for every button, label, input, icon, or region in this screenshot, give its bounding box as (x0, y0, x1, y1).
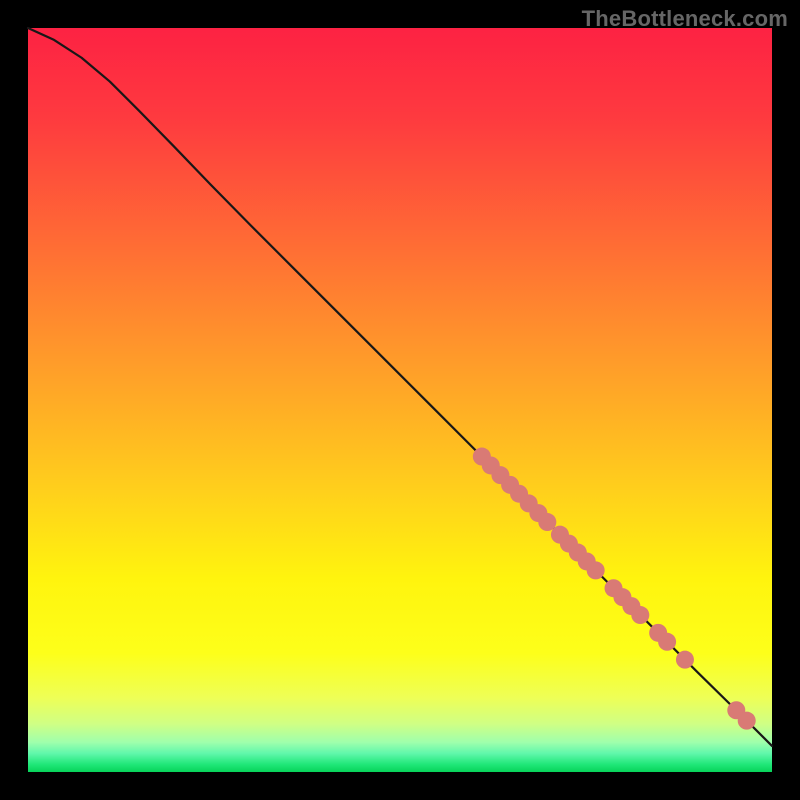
chart-svg (0, 0, 800, 800)
data-marker (676, 651, 694, 669)
data-marker (587, 561, 605, 579)
watermark-text: TheBottleneck.com (582, 6, 788, 32)
data-marker (738, 712, 756, 730)
plot-area (28, 28, 772, 772)
chart-container: TheBottleneck.com (0, 0, 800, 800)
data-marker (658, 633, 676, 651)
data-marker (631, 606, 649, 624)
